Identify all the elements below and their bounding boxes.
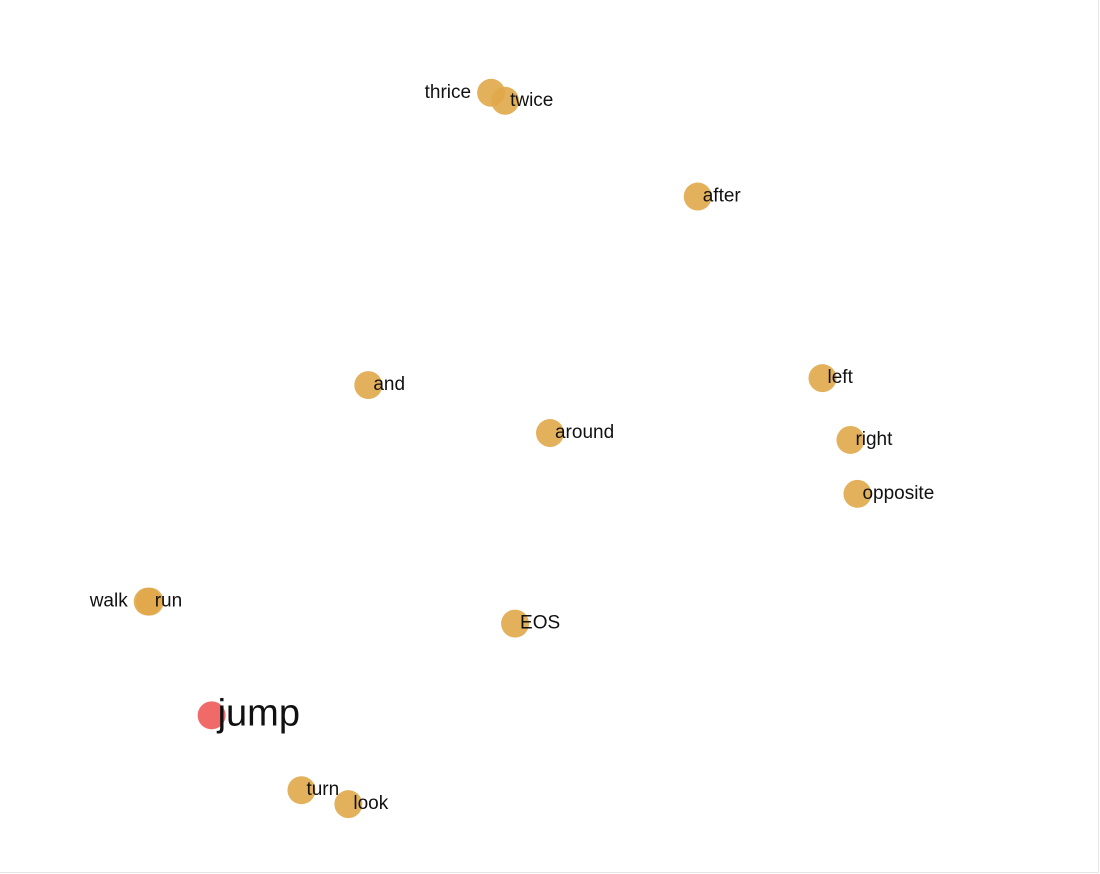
label-look: look [353, 793, 388, 814]
label-jump: jump [217, 692, 300, 734]
label-left: left [828, 367, 854, 388]
point-right[interactable] [836, 425, 865, 454]
label-thrice: thrice [425, 82, 471, 103]
label-around: around [555, 422, 614, 443]
point-labels: thrice twice after and left around right opposi… [89, 82, 935, 814]
point-turn[interactable] [287, 776, 316, 805]
point-twice[interactable] [491, 86, 520, 115]
point-opposite[interactable] [843, 479, 872, 508]
label-EOS: EOS [520, 613, 560, 634]
point-run[interactable] [135, 587, 164, 616]
label-turn: turn [306, 779, 339, 800]
label-twice: twice [510, 90, 553, 111]
label-run: run [155, 591, 182, 612]
point-around[interactable] [535, 419, 564, 448]
point-look[interactable] [334, 790, 363, 819]
point-after[interactable] [683, 182, 712, 211]
point-jump[interactable] [197, 701, 226, 730]
label-walk: walk [89, 591, 129, 612]
point-and[interactable] [354, 371, 383, 400]
point-left[interactable] [808, 364, 837, 393]
label-and: and [373, 374, 405, 395]
point-marks [133, 78, 872, 819]
label-opposite: opposite [862, 483, 934, 504]
label-after: after [703, 186, 742, 207]
point-EOS[interactable] [501, 609, 530, 638]
label-right: right [855, 429, 893, 450]
